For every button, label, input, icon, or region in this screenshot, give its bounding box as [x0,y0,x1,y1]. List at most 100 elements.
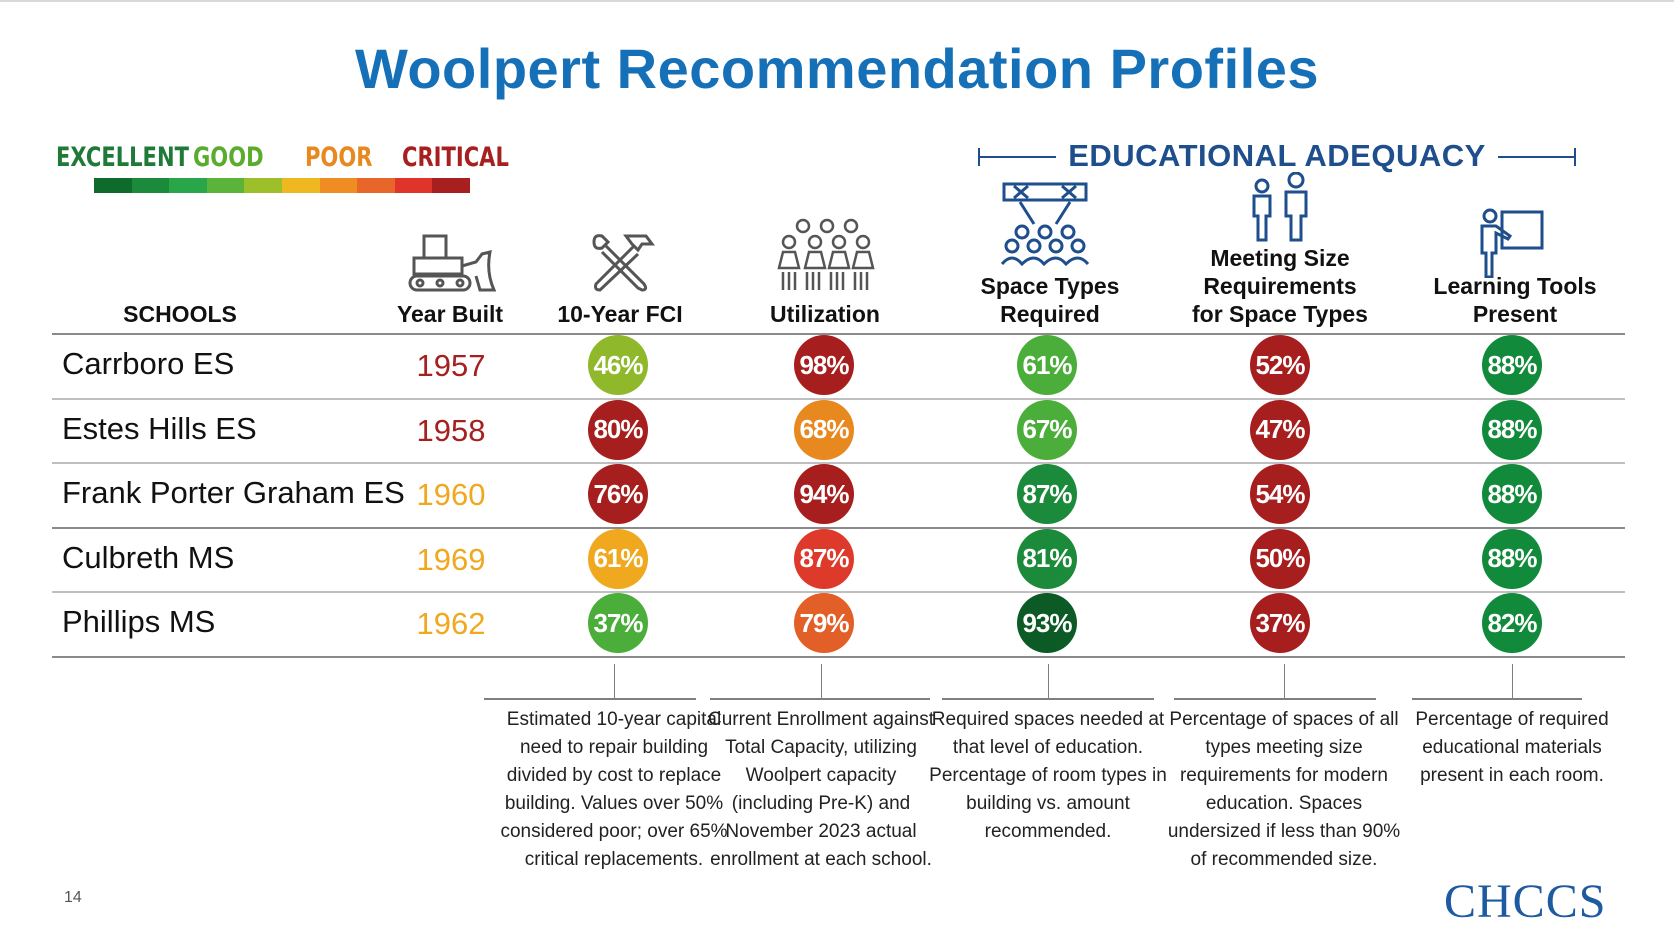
note-line: building. Values over 50% [504,793,724,814]
legend-swatch-8 [357,178,395,193]
note-line: Percentage of spaces of all [1169,709,1399,730]
meet-score-badge: 37% [1250,593,1310,654]
wrench-hammer-icon [592,234,655,292]
legend-poor: POOR [305,142,373,173]
tools-note: Percentage of required educational materi… [1392,706,1632,790]
meet-score-badge: 47% [1250,399,1310,460]
header-schools: SCHOOLS [123,301,237,327]
header-year-built: Year Built [396,301,504,327]
note-line: need to repair building [519,737,709,758]
year-built-value: 1958 [416,412,486,448]
note-line: present in each room. [1420,765,1604,786]
legend-swatch-4 [206,178,245,193]
school-name: Phillips MS [62,604,216,640]
legend-excellent: EXCELLENT [56,142,189,173]
header-meeting-size: Meeting Size Requirements for Space Type… [1180,244,1380,328]
note-line: Required spaces needed at [931,709,1165,730]
tools-score-badge: 88% [1482,464,1542,525]
note-line: Percentage of required [1415,709,1609,730]
space-note-connector [1048,664,1049,698]
header-meeting-size-line1: Meeting Size [1210,245,1350,271]
util-note-rule [710,698,930,700]
note-line: critical replacements. [524,849,704,870]
meet-note-connector [1284,664,1285,698]
people-icon [1252,172,1308,242]
header-meeting-size-line3: for Space Types [1192,301,1368,327]
legend-swatch-10 [432,178,470,193]
note-line: enrollment at each school. [710,849,932,870]
row-divider [52,591,1625,593]
students-icon [777,218,875,290]
bracket-right-tick [1574,148,1576,166]
note-line: types meeting size [1205,737,1363,758]
legend-color-scale [94,178,470,193]
row-divider [52,655,1625,658]
util-score-badge: 68% [794,399,854,460]
space-score-badge: 61% [1017,335,1077,396]
legend-swatch-3 [169,178,207,193]
note-line: requirements for modern [1179,765,1389,786]
fci-score-badge: 46% [588,335,648,396]
meet-note-rule [1174,698,1376,700]
note-line: that level of education. [952,737,1144,758]
note-line: Estimated 10-year capital [506,709,722,730]
space-score-badge: 87% [1017,464,1077,525]
table-top-rule [52,333,1625,335]
legend-swatch-5 [244,178,282,193]
note-line: divided by cost to replace [506,765,722,786]
note-line: Current Enrollment against [708,709,934,730]
page-number: 14 [64,889,82,906]
meet-note: Percentage of spaces of all types meeting… [1164,706,1404,874]
year-built-value: 1962 [416,606,486,642]
meet-score-badge: 54% [1250,464,1310,525]
tools-note-connector [1512,664,1513,698]
header-space-types-line1: Space Types [980,273,1120,299]
note-line: considered poor; over 65% [500,821,728,842]
top-rule [0,0,1674,2]
fci-score-badge: 76% [588,464,648,525]
space-note: Required spaces needed at that level of e… [928,706,1168,846]
note-line: Total Capacity, utilizing [725,737,917,758]
school-name: Frank Porter Graham ES [62,475,405,511]
space-note-rule [942,698,1154,700]
row-divider [52,526,1625,529]
school-name: Culbreth MS [62,539,235,575]
fci-score-badge: 80% [588,399,648,460]
fci-score-badge: 61% [588,528,648,589]
educational-adequacy-label: EDUCATIONAL ADEQUACY [1056,138,1498,173]
note-line: (including Pre-K) and [731,793,911,814]
note-line: Woolpert capacity [745,765,897,786]
legend-swatch-6 [281,178,320,193]
classroom-icon [1000,182,1090,266]
legend-swatch-9 [394,178,433,193]
year-built-value: 1969 [416,541,486,577]
educational-adequacy-bracket: EDUCATIONAL ADEQUACY [978,136,1576,176]
header-fci: 10-Year FCI [557,301,683,327]
header-learning-tools: Learning Tools Present [1420,272,1610,328]
note-line: building vs. amount [966,793,1130,814]
fci-note-connector [614,664,615,698]
util-score-badge: 94% [794,464,854,525]
space-score-badge: 81% [1017,528,1077,589]
fci-note: Estimated 10-year capital need to repair … [494,706,734,874]
year-built-value: 1957 [416,348,486,384]
tools-score-badge: 88% [1482,399,1542,460]
row-divider [52,397,1625,400]
header-space-types: Space Types Required [960,272,1140,328]
tools-score-badge: 88% [1482,335,1542,396]
school-name: Estes Hills ES [62,410,257,446]
chccs-logo: CHCCS [1444,875,1607,928]
legend-swatch-7 [319,178,358,193]
util-score-badge: 98% [794,335,854,396]
note-line: Percentage of room types in [929,765,1167,786]
page-title: Woolpert Recommendation Profiles [355,37,1319,100]
legend-swatch-2 [131,178,170,193]
tools-score-badge: 82% [1482,593,1542,654]
util-score-badge: 87% [794,528,854,589]
legend-critical: CRITICAL [402,142,509,173]
header-learning-tools-line2: Present [1472,301,1558,327]
note-line: education. Spaces [1205,793,1363,814]
note-line: November 2023 actual [725,821,917,842]
header-space-types-line2: Required [1000,301,1100,327]
meet-score-badge: 52% [1250,335,1310,396]
